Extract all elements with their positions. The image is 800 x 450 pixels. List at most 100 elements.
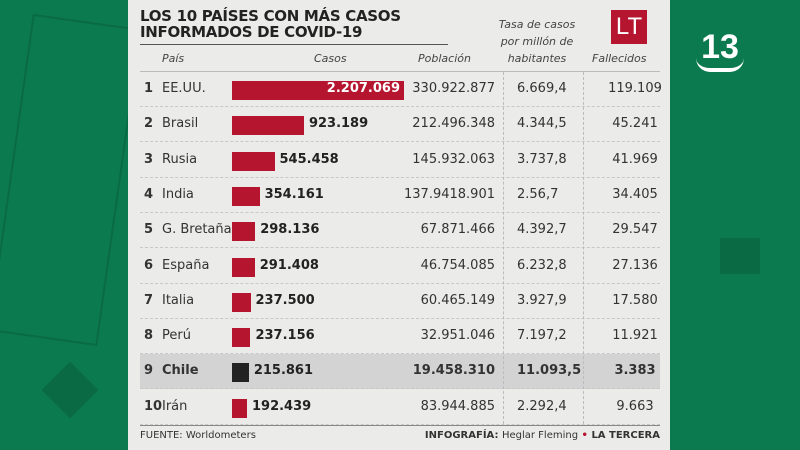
deaths-value: 119.109 bbox=[608, 81, 662, 96]
country-name: Chile bbox=[162, 363, 199, 379]
deaths-value: 11.921 bbox=[612, 328, 658, 344]
rate-value: 2.56,7 bbox=[517, 186, 559, 202]
credit-separator: • bbox=[581, 430, 588, 441]
country-name: Rusia bbox=[162, 151, 198, 167]
table-row: 6 España 291.408 46.754.085 6.232,8 27.136 bbox=[140, 249, 660, 284]
channel-13-logo: 13 bbox=[694, 22, 746, 74]
cases-value: 354.161 bbox=[264, 186, 324, 202]
deaths-value: 41.969 bbox=[612, 151, 658, 167]
table-row: 3 Rusia 545.458 145.932.063 3.737,8 41.969 bbox=[140, 143, 660, 178]
cases-bar bbox=[232, 257, 255, 277]
cases-bar bbox=[232, 186, 260, 206]
credit-outlet: LA TERCERA bbox=[591, 430, 660, 441]
table-row: 5 G. Bretaña 298.136 67.871.466 4.392,7 29.54… bbox=[140, 213, 660, 249]
cases-bar bbox=[232, 363, 249, 383]
country-name: India bbox=[162, 186, 194, 202]
population-value: 212.496.348 bbox=[412, 116, 495, 132]
rank: 6 bbox=[144, 257, 154, 273]
population-value: 32.951.046 bbox=[420, 328, 495, 344]
cases-bar bbox=[232, 328, 251, 348]
population-value: 46.754.085 bbox=[420, 257, 495, 273]
background-shape bbox=[720, 238, 760, 274]
table-row: 7 Italia 237.500 60.465.149 3.927,9 17.580 bbox=[140, 284, 660, 319]
cases-bar bbox=[232, 151, 275, 171]
rank: 10 bbox=[144, 398, 163, 414]
country-name: G. Bretaña bbox=[162, 222, 232, 238]
cases-value: 2.207.069 bbox=[326, 81, 400, 96]
cases-bar bbox=[232, 398, 247, 418]
cases-value: 237.156 bbox=[255, 328, 315, 344]
country-name: EE.UU. bbox=[162, 81, 206, 96]
deaths-value: 17.580 bbox=[612, 292, 658, 308]
rate-value: 6.669,4 bbox=[517, 81, 567, 96]
credit-note: INFOGRAFÍA: Heglar Fleming • LA TERCERA bbox=[425, 430, 660, 441]
cases-value: 923.189 bbox=[308, 116, 369, 132]
credit-label: INFOGRAFÍA: bbox=[424, 430, 499, 441]
cases-bar bbox=[232, 222, 256, 242]
cases-bar bbox=[232, 292, 251, 312]
title-line-1: LOS 10 PAÍSES CON MÁS CASOS bbox=[140, 7, 401, 25]
population-value: 60.465.149 bbox=[420, 292, 495, 308]
title-line-2: INFORMADOS DE COVID-19 bbox=[140, 23, 363, 41]
country-name: España bbox=[162, 257, 210, 273]
cases-value: 192.439 bbox=[251, 398, 312, 414]
background-shape bbox=[0, 13, 142, 347]
rate-value: 4.392,7 bbox=[517, 222, 567, 238]
rate-value: 2.292,4 bbox=[517, 398, 567, 414]
rate-value: 4.344,5 bbox=[517, 116, 567, 132]
deaths-value: 3.383 bbox=[614, 363, 656, 379]
source-note: FUENTE: Worldometers bbox=[140, 430, 256, 441]
rank: 1 bbox=[144, 81, 154, 96]
population-value: 330.922.877 bbox=[412, 81, 495, 96]
table-row: 8 Perú 237.156 32.951.046 7.197,2 11.921 bbox=[140, 319, 660, 355]
rate-value: 3.927,9 bbox=[517, 292, 567, 308]
background-shape bbox=[41, 361, 99, 419]
cases-value: 237.500 bbox=[255, 292, 315, 308]
population-value: 67.871.466 bbox=[420, 222, 495, 238]
cases-bar bbox=[232, 81, 404, 100]
header-divider bbox=[140, 71, 660, 72]
table-row: 1 EE.UU. 2.207.069 330.922.877 6.669,4 119.10… bbox=[140, 72, 662, 107]
header-poblacion: Población bbox=[418, 52, 471, 65]
credit-name: Heglar Fleming bbox=[501, 430, 579, 441]
deaths-value: 45.241 bbox=[612, 116, 658, 132]
deaths-value: 9.663 bbox=[616, 398, 654, 414]
country-name: Perú bbox=[162, 328, 191, 344]
header-casos: Casos bbox=[314, 52, 347, 65]
cases-value: 215.861 bbox=[253, 363, 314, 379]
header-pais: País bbox=[162, 52, 185, 65]
population-value: 83.944.885 bbox=[420, 398, 495, 414]
rate-value: 6.232,8 bbox=[517, 257, 567, 273]
rank: 2 bbox=[144, 116, 154, 132]
rate-value: 7.197,2 bbox=[517, 328, 567, 344]
rate-value: 11.093,5 bbox=[517, 363, 582, 379]
rank: 8 bbox=[144, 328, 154, 344]
footer-divider bbox=[140, 425, 660, 426]
population-value: 145.932.063 bbox=[412, 151, 495, 167]
table-row: 4 India 354.161 137.9418.901 2.56,7 34.405 bbox=[140, 178, 660, 213]
deaths-value: 34.405 bbox=[612, 186, 658, 202]
cases-value: 291.408 bbox=[259, 257, 319, 273]
country-name: Italia bbox=[162, 292, 195, 308]
rank: 4 bbox=[144, 186, 154, 202]
header-tasa: Tasa de casos por millón de habitantes bbox=[498, 18, 576, 65]
title-divider bbox=[140, 44, 448, 45]
cases-value: 298.136 bbox=[260, 222, 320, 238]
rank: 3 bbox=[144, 151, 154, 167]
cases-bar bbox=[232, 116, 304, 136]
header-fallecidos: Fallecidos bbox=[592, 52, 647, 65]
rank: 7 bbox=[144, 292, 154, 308]
la-tercera-logo: LT bbox=[611, 10, 647, 44]
population-value: 137.9418.901 bbox=[404, 186, 495, 202]
population-value: 19.458.310 bbox=[412, 363, 495, 379]
country-name: Brasil bbox=[162, 116, 199, 132]
table-row: 9 Chile 215.861 19.458.310 11.093,5 3.383 bbox=[140, 354, 660, 390]
rate-value: 3.737,8 bbox=[517, 151, 567, 167]
infographic-title: LOS 10 PAÍSES CON MÁS CASOS INFORMADOS D… bbox=[140, 8, 401, 40]
rank: 9 bbox=[144, 363, 154, 379]
column-divider bbox=[503, 72, 504, 424]
cases-value: 545.458 bbox=[279, 151, 339, 167]
column-divider bbox=[583, 72, 584, 424]
deaths-value: 29.547 bbox=[612, 222, 658, 238]
rank: 5 bbox=[144, 222, 154, 238]
